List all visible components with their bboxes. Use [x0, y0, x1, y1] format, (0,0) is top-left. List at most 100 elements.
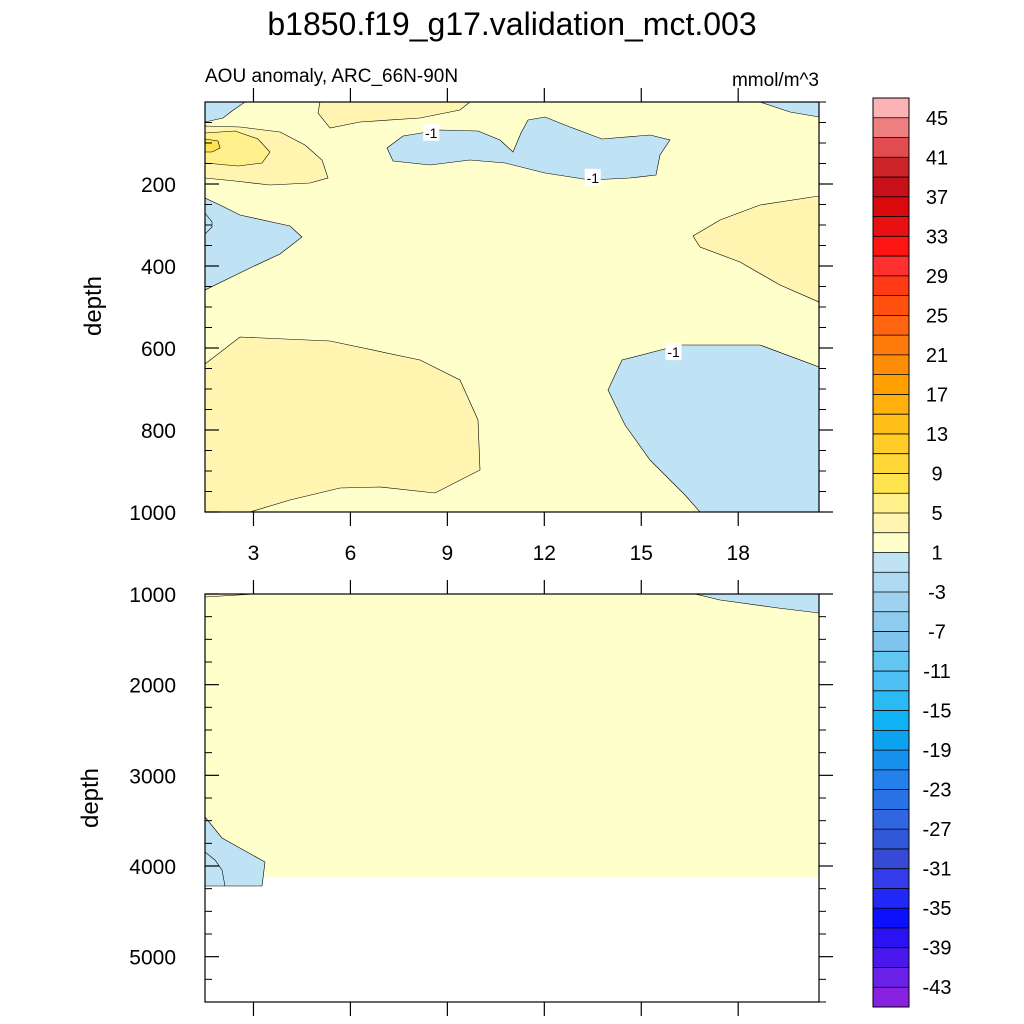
upper-peak-region	[205, 138, 221, 153]
colorbar-swatch	[873, 473, 909, 494]
y-tick-label: 1000	[129, 502, 176, 525]
upper-positive-region-right	[692, 195, 819, 303]
upper-negative-region-center	[386, 116, 671, 181]
colorbar-label: 1	[931, 543, 942, 565]
colorbar-swatch	[873, 789, 909, 810]
colorbar-swatch	[873, 809, 909, 830]
colorbar-label: -11	[923, 661, 950, 683]
colorbar-swatch	[873, 295, 909, 316]
colorbar-label: 41	[926, 147, 948, 169]
upper-positive-region-deep	[205, 336, 481, 512]
colorbar-swatch	[873, 848, 909, 869]
colorbar-swatch	[873, 651, 909, 672]
colorbar-swatch	[873, 453, 909, 474]
lower-x-axis	[252, 580, 739, 1016]
colorbar: 45 41 37 33 29 25 21 17 13 9 5 1 -3 -7 -11 -15 -19 -23 -27…	[872, 97, 952, 1008]
lower-contour-line-small	[205, 851, 226, 887]
colorbar-swatch	[873, 769, 909, 790]
colorbar-label: -15	[923, 701, 952, 723]
contour-label-box	[423, 123, 440, 141]
y-tick-label: 1000	[129, 584, 176, 607]
colorbar-label: 17	[926, 384, 948, 406]
x-tick-label: 6	[345, 542, 357, 565]
colorbar-label: -39	[923, 938, 952, 960]
colorbar-swatch	[873, 137, 909, 158]
colorbar-swatch	[873, 236, 909, 257]
colorbar-swatch	[873, 631, 909, 652]
x-tick-label: 15	[630, 542, 653, 565]
lower-negative-region-topright	[694, 594, 819, 614]
colorbar-label: 9	[931, 463, 942, 485]
y-tick-label: 5000	[129, 947, 176, 970]
colorbar-swatch	[873, 196, 909, 217]
upper-negative-region-left	[205, 197, 303, 291]
contour-label: -1	[667, 344, 680, 360]
colorbar-frame	[872, 97, 910, 1008]
colorbar-swatch	[873, 671, 909, 692]
colorbar-label: 33	[926, 226, 948, 248]
units-label: mmol/m^3	[732, 70, 819, 91]
colorbar-label: -31	[923, 859, 952, 881]
colorbar-swatch	[873, 275, 909, 296]
contour-label: -1	[587, 170, 600, 186]
colorbar-swatch	[873, 611, 909, 632]
colorbar-swatch	[873, 335, 909, 356]
x-tick-label: 18	[727, 542, 750, 565]
colorbar-swatch	[873, 216, 909, 237]
upper-panel: 200 400 600 800 1000 3 6 9 12 15 18 depth -1 -1 -1	[80, 88, 833, 565]
colorbar-label: 13	[926, 424, 948, 446]
y-tick-label: 3000	[129, 765, 176, 788]
y-tick-label: 800	[141, 420, 176, 443]
upper-y-axis: 200 400 600 800 1000	[129, 101, 833, 525]
x-tick-label: 12	[533, 542, 556, 565]
y-tick-label: 2000	[129, 675, 176, 698]
colorbar-label: 37	[926, 187, 948, 209]
lower-positive-region-top	[205, 594, 256, 598]
colorbar-swatch	[873, 493, 909, 514]
colorbar-swatch	[873, 908, 909, 929]
colorbar-swatch	[873, 414, 909, 435]
colorbar-swatch	[873, 947, 909, 968]
colorbar-swatch	[873, 354, 909, 375]
contour-label-box	[665, 343, 682, 361]
y-tick-label: 600	[141, 338, 176, 361]
colorbar-swatch	[873, 829, 909, 850]
lower-y-axis: 1000 2000 3000 4000 5000	[129, 584, 833, 1003]
chart-subtitle: AOU anomaly, ARC_66N-90N	[205, 66, 458, 87]
colorbar-swatch	[873, 987, 909, 1008]
colorbar-swatch	[873, 117, 909, 138]
contour-label: -1	[425, 125, 438, 141]
colorbar-label: 5	[931, 503, 942, 525]
colorbar-swatch	[873, 750, 909, 771]
colorbar-swatch	[873, 177, 909, 198]
y-tick-label: 200	[141, 174, 176, 197]
upper-negative-region-deep	[607, 344, 819, 512]
colorbar-label: 25	[926, 305, 948, 327]
colorbar-label: 45	[926, 108, 948, 130]
colorbar-swatch	[873, 157, 909, 178]
colorbar-label: -27	[923, 819, 952, 841]
contour-labels: -1 -1 -1	[423, 123, 682, 361]
colorbar-label: 21	[926, 345, 948, 367]
upper-positive-region-top	[317, 102, 471, 129]
colorbar-swatch	[873, 374, 909, 395]
colorbar-swatch	[873, 256, 909, 277]
colorbar-label: -3	[928, 582, 946, 604]
y-tick-label: 400	[141, 256, 176, 279]
lower-negative-region-bottomleft	[205, 816, 266, 887]
colorbar-swatch	[873, 888, 909, 909]
colorbar-label: -23	[923, 780, 952, 802]
x-tick-label: 3	[248, 542, 260, 565]
colorbar-swatch	[873, 572, 909, 593]
lower-y-axis-label: depth	[77, 768, 104, 828]
colorbar-swatch	[873, 394, 909, 415]
lower-panel: 1000 2000 3000 4000 5000 depth	[77, 580, 833, 1016]
colorbar-swatch	[873, 552, 909, 573]
upper-x-axis: 3 6 9 12 15 18	[248, 88, 750, 565]
colorbar-swatch	[873, 690, 909, 711]
colorbar-swatch	[873, 98, 909, 119]
upper-negative-region-topleft	[205, 102, 246, 123]
colorbar-swatch	[873, 532, 909, 553]
colorbar-swatch	[873, 710, 909, 731]
